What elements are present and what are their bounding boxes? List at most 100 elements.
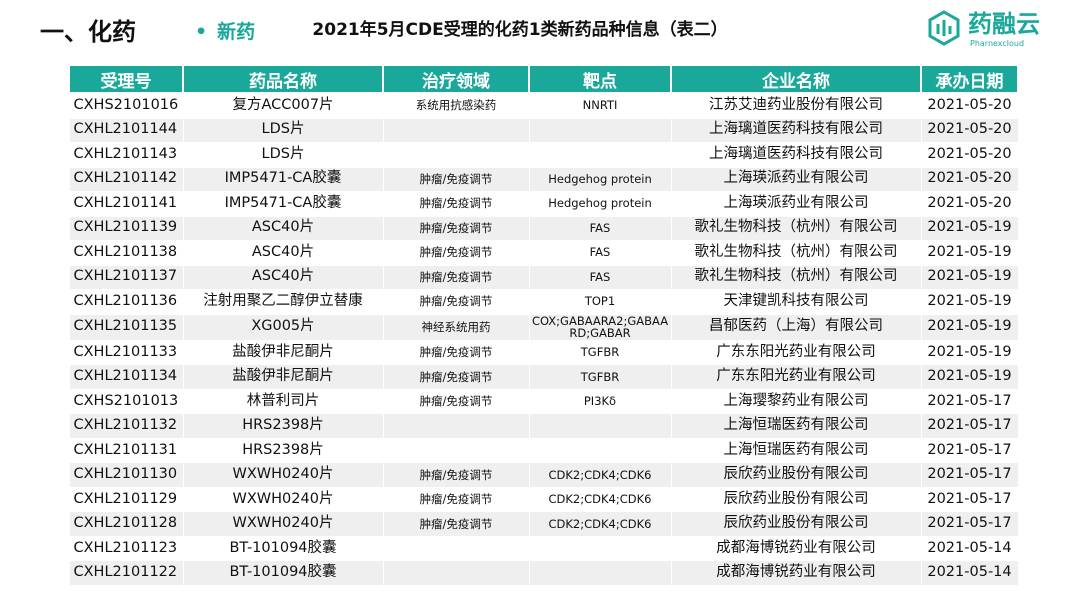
table-cell (382, 142, 530, 168)
table-cell: 上海恒瑞医药有限公司 (670, 437, 922, 464)
table-row: CXHL2101122 BT-101094胶囊 成都海博锐药业有限公司 2021-05… (68, 560, 1019, 586)
table-row: CXHL2101143 LDS片 上海璃道医药科技有限公司 2021-05-20 (68, 142, 1019, 168)
table-cell: 2021-05-19 (920, 215, 1019, 241)
table-cell: 2021-05-17 (920, 413, 1019, 439)
column-header: 企业名称 (670, 64, 922, 94)
table-cell: WXWH0240片 (182, 486, 384, 513)
subsection-title: 新药 (217, 21, 256, 43)
table-cell (528, 560, 672, 586)
table-cell: CDK2;CDK4;CDK6 (528, 462, 672, 488)
table-cell (382, 117, 530, 143)
table-cell (528, 117, 672, 143)
table-cell: LDS片 (182, 117, 384, 143)
logo-name: 药融云 (968, 10, 1040, 38)
table-cell: CXHL2101128 (68, 511, 184, 537)
column-header: 药品名称 (182, 64, 384, 94)
table-cell: 复方ACC007片 (182, 92, 384, 119)
table-cell: 上海瑛派药业有限公司 (670, 191, 922, 217)
table-cell: 注射用聚乙二醇伊立替康 (182, 289, 384, 315)
table-row: CXHL2101138 ASC40片 肿瘤/免疫调节 FAS 歌礼生物科技（杭州）有限公… (68, 240, 1019, 266)
table-cell: 上海璎黎药业有限公司 (670, 388, 922, 415)
table-cell: 上海瑛派药业有限公司 (670, 166, 922, 192)
section-title: 一、化药 (40, 18, 136, 46)
table-row: CXHL2101128 WXWH0240片 肿瘤/免疫调节 CDK2;CDK4;CDK… (68, 511, 1019, 537)
header-row: 受理号 药品名称 治疗领域 靶点 企业名称 承办日期 (68, 64, 1019, 94)
column-header: 受理号 (68, 64, 184, 94)
bullet: • (195, 21, 208, 43)
table-cell: 盐酸伊非尼酮片 (182, 339, 384, 366)
table-cell: CXHL2101135 (68, 313, 184, 341)
table-cell: CXHL2101137 (68, 264, 184, 290)
table-cell: IMP5471-CA胶囊 (182, 191, 384, 217)
table-cell: BT-101094胶囊 (182, 560, 384, 586)
table-cell: 上海恒瑞医药有限公司 (670, 413, 922, 439)
table-cell: 肿瘤/免疫调节 (382, 388, 530, 415)
logo: 药融云 Pharnexcloud (928, 10, 1040, 48)
table-cell: 辰欣药业股份有限公司 (670, 511, 922, 537)
table-cell: TOP1 (528, 289, 672, 315)
table-cell: CXHL2101133 (68, 339, 184, 366)
table-row: CXHL2101144 LDS片 上海璃道医药科技有限公司 2021-05-20 (68, 117, 1019, 143)
table-cell: 2021-05-19 (920, 264, 1019, 290)
table-cell (528, 142, 672, 168)
table-cell: CXHL2101132 (68, 413, 184, 439)
table-cell: CXHL2101131 (68, 437, 184, 464)
table-cell: 天津键凯科技有限公司 (670, 289, 922, 315)
table-cell: 肿瘤/免疫调节 (382, 191, 530, 217)
table-cell: 神经系统用药 (382, 313, 530, 341)
table-cell: CDK2;CDK4;CDK6 (528, 511, 672, 537)
table-cell (528, 535, 672, 562)
table-cell: 肿瘤/免疫调节 (382, 240, 530, 266)
table-row: CXHL2101141 IMP5471-CA胶囊 肿瘤/免疫调节 Hedgehog p… (68, 191, 1019, 217)
table-row: CXHL2101123 BT-101094胶囊 成都海博锐药业有限公司 2021-05… (68, 535, 1019, 562)
table-cell: 歌礼生物科技（杭州）有限公司 (670, 264, 922, 290)
table-cell: FAS (528, 215, 672, 241)
table-cell: 系统用抗感染药 (382, 92, 530, 119)
table-row: CXHL2101142 IMP5471-CA胶囊 肿瘤/免疫调节 Hedgehog p… (68, 166, 1019, 192)
table-cell: NNRTI (528, 92, 672, 119)
table-row: CXHL2101139 ASC40片 肿瘤/免疫调节 FAS 歌礼生物科技（杭州）有限公… (68, 215, 1019, 241)
table-cell: CXHL2101143 (68, 142, 184, 168)
table-cell: TGFBR (528, 339, 672, 366)
page-title: 2021年5月CDE受理的化药1类新药品种信息（表二） (312, 20, 728, 40)
table-cell: 肿瘤/免疫调节 (382, 462, 530, 488)
table-cell: HRS2398片 (182, 413, 384, 439)
table-cell: 2021-05-19 (920, 339, 1019, 366)
table-row: CXHL2101133 盐酸伊非尼酮片 肿瘤/免疫调节 TGFBR 广东东阳光药业有限公… (68, 339, 1019, 366)
table-cell: 2021-05-19 (920, 313, 1019, 341)
table-cell: 肿瘤/免疫调节 (382, 364, 530, 390)
table-cell: CXHL2101139 (68, 215, 184, 241)
table-cell: 2021-05-17 (920, 462, 1019, 488)
table-cell: Hedgehog protein (528, 166, 672, 192)
table-cell: FAS (528, 264, 672, 290)
table-cell: IMP5471-CA胶囊 (182, 166, 384, 192)
table-cell: CDK2;CDK4;CDK6 (528, 486, 672, 513)
logo-subtitle: Pharnexcloud (970, 39, 1024, 48)
table-cell: 广东东阳光药业有限公司 (670, 339, 922, 366)
table-cell: 上海璃道医药科技有限公司 (670, 142, 922, 168)
table-row: CXHL2101135 XG005片 神经系统用药 COX;GABAARA2;GABA… (68, 313, 1019, 341)
table-cell: 昌郁医药（上海）有限公司 (670, 313, 922, 341)
table-cell: PI3Kδ (528, 388, 672, 415)
table-cell (528, 437, 672, 464)
table-cell: 2021-05-17 (920, 388, 1019, 415)
table-cell: HRS2398片 (182, 437, 384, 464)
table-cell: 2021-05-17 (920, 437, 1019, 464)
table-cell: 2021-05-19 (920, 364, 1019, 390)
table-cell: 肿瘤/免疫调节 (382, 511, 530, 537)
table-cell: ASC40片 (182, 215, 384, 241)
table-cell (382, 535, 530, 562)
table-cell: WXWH0240片 (182, 511, 384, 537)
table-cell: 2021-05-19 (920, 289, 1019, 315)
table-cell: 2021-05-20 (920, 92, 1019, 119)
table-cell: 盐酸伊非尼酮片 (182, 364, 384, 390)
table-cell: XG005片 (182, 313, 384, 341)
table-cell: 肿瘤/免疫调节 (382, 215, 530, 241)
table-cell: 辰欣药业股份有限公司 (670, 486, 922, 513)
table-cell: 广东东阳光药业有限公司 (670, 364, 922, 390)
table-cell: ASC40片 (182, 264, 384, 290)
table-cell: 2021-05-17 (920, 486, 1019, 513)
table-cell: Hedgehog protein (528, 191, 672, 217)
table-cell: CXHL2101142 (68, 166, 184, 192)
table-row: CXHL2101129 WXWH0240片 肿瘤/免疫调节 CDK2;CDK4;CDK… (68, 486, 1019, 513)
